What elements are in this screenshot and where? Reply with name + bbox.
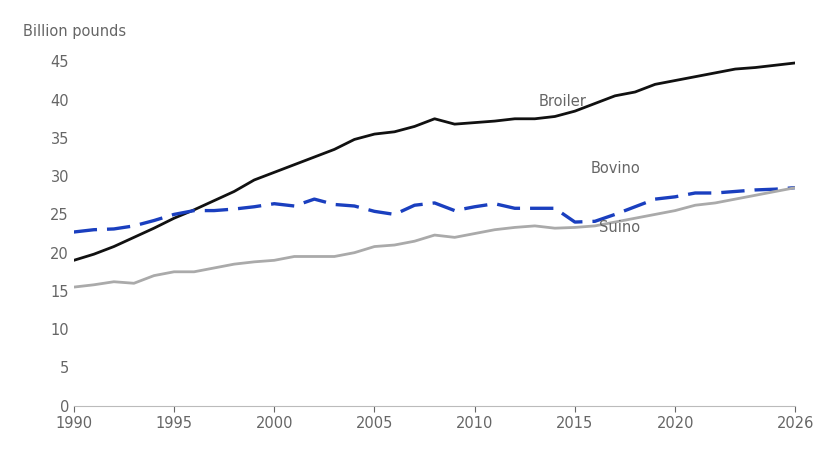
Text: Suino: Suino (598, 220, 640, 235)
Text: Broiler: Broiler (538, 94, 586, 109)
Text: Bovino: Bovino (590, 161, 640, 176)
Text: Billion pounds: Billion pounds (23, 24, 126, 39)
